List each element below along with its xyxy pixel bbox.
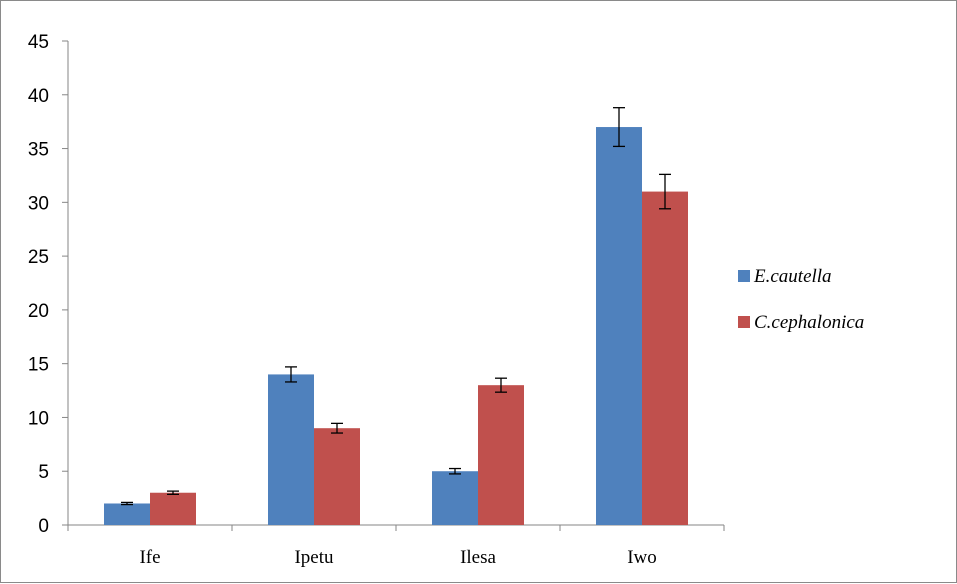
y-tick-label: 40: [28, 86, 49, 107]
bars: [104, 127, 688, 526]
legend-swatch: [738, 270, 750, 282]
bar: [150, 492, 196, 525]
error-bars: [121, 107, 671, 506]
y-tick-label: 10: [28, 408, 49, 429]
bar: [596, 127, 642, 526]
bar: [642, 191, 688, 526]
bar: [104, 503, 150, 525]
y-tick-label: 35: [28, 140, 49, 161]
x-tick-label: Iwo: [627, 547, 657, 568]
y-tick-label: 45: [28, 32, 49, 53]
legend-swatch: [738, 316, 750, 328]
y-tick-label: 0: [38, 516, 49, 537]
y-axis: 0 5 10 15 20 25 30 35 40 45: [28, 32, 69, 537]
legend-label: E.cautella: [753, 266, 832, 287]
bar: [314, 428, 360, 525]
bar: [268, 374, 314, 525]
x-tick-label: Ilesa: [460, 547, 496, 568]
x-tick-label: Ife: [139, 547, 160, 568]
y-tick-label: 20: [28, 301, 49, 322]
legend-label: C.cephalonica: [754, 312, 864, 333]
y-tick-label: 5: [38, 462, 49, 483]
y-tick-label: 30: [28, 193, 49, 214]
legend: E.cautella C.cephalonica: [738, 266, 864, 333]
x-tick-label: Ipetu: [294, 547, 334, 568]
y-tick-label: 25: [28, 247, 49, 268]
x-axis: Ife Ipetu Ilesa Iwo: [67, 524, 725, 568]
bar: [432, 471, 478, 525]
y-tick-label: 15: [28, 355, 49, 376]
bar: [478, 385, 524, 525]
